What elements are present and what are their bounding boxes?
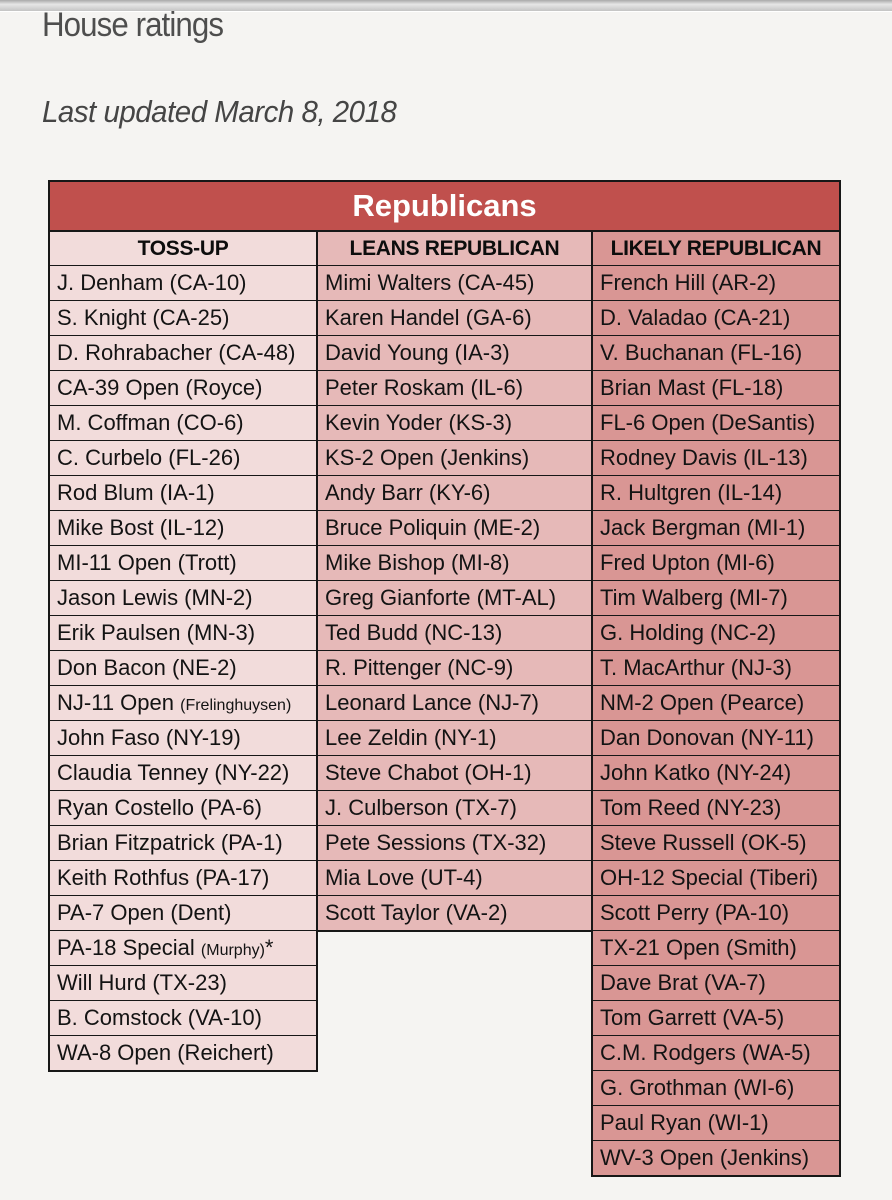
table-cell: R. Hultgren (IL-14) — [593, 475, 839, 510]
table-cell: KS-2 Open (Jenkins) — [318, 440, 591, 475]
table-cell: Mike Bost (IL-12) — [50, 510, 316, 545]
table-cell: Karen Handel (GA-6) — [318, 300, 591, 335]
table-cell: Andy Barr (KY-6) — [318, 475, 591, 510]
table-banner-republicans: Republicans — [48, 180, 841, 232]
table-cell: Fred Upton (MI-6) — [593, 545, 839, 580]
table-cell: FL-6 Open (DeSantis) — [593, 405, 839, 440]
table-cell: V. Buchanan (FL-16) — [593, 335, 839, 370]
table-cell: Brian Mast (FL-18) — [593, 370, 839, 405]
table-cell: WV-3 Open (Jenkins) — [593, 1140, 839, 1175]
table-cell: Paul Ryan (WI-1) — [593, 1105, 839, 1140]
table-cell: Dan Donovan (NY-11) — [593, 720, 839, 755]
table-cell: D. Valadao (CA-21) — [593, 300, 839, 335]
table-cell: OH-12 Special (Tiberi) — [593, 860, 839, 895]
table-cell: MI-11 Open (Trott) — [50, 545, 316, 580]
house-ratings-table: Republicans TOSS-UP J. Denham (CA-10) S. … — [48, 180, 841, 1177]
table-cell: French Hill (AR-2) — [593, 265, 839, 300]
table-cell: John Katko (NY-24) — [593, 755, 839, 790]
column-toss-up: TOSS-UP J. Denham (CA-10) S. Knight (CA-2… — [48, 232, 318, 1072]
column-header-leans-republican: LEANS REPUBLICAN — [349, 237, 560, 260]
table-cell: Steve Russell (OK-5) — [593, 825, 839, 860]
table-cell: Jack Bergman (MI-1) — [593, 510, 839, 545]
table-cell: PA-18 Special (Murphy)* — [50, 930, 316, 965]
table-cell: S. Knight (CA-25) — [50, 300, 316, 335]
table-cell: G. Grothman (WI-6) — [593, 1070, 839, 1105]
column-header-likely-republican: LIKELY REPUBLICAN — [610, 237, 822, 260]
table-cell: D. Rohrabacher (CA-48) — [50, 335, 316, 370]
last-updated-text: Last updated March 8, 2018 — [42, 94, 397, 129]
table-cell: Claudia Tenney (NY-22) — [50, 755, 316, 790]
table-cell: Ryan Costello (PA-6) — [50, 790, 316, 825]
page-title: House ratings — [42, 6, 224, 44]
column-leans-republican: LEANS REPUBLICAN Mimi Walters (CA-45) Kar… — [316, 232, 593, 932]
table-cell: WA-8 Open (Reichert) — [50, 1035, 316, 1070]
table-cell: Mike Bishop (MI-8) — [318, 545, 591, 580]
table-cell: Tom Reed (NY-23) — [593, 790, 839, 825]
table-cell: Tom Garrett (VA-5) — [593, 1000, 839, 1035]
table-cell: Lee Zeldin (NY-1) — [318, 720, 591, 755]
table-cell: Bruce Poliquin (ME-2) — [318, 510, 591, 545]
table-cell: C. Curbelo (FL-26) — [50, 440, 316, 475]
table-cell: Rod Blum (IA-1) — [50, 475, 316, 510]
table-cell: M. Coffman (CO-6) — [50, 405, 316, 440]
table-cell: Will Hurd (TX-23) — [50, 965, 316, 1000]
column-cells-toss-up: J. Denham (CA-10) S. Knight (CA-25) D. Roh… — [50, 265, 316, 1070]
table-cell: Keith Rothfus (PA-17) — [50, 860, 316, 895]
table-cell: Leonard Lance (NJ-7) — [318, 685, 591, 720]
table-cell: Tim Walberg (MI-7) — [593, 580, 839, 615]
table-cell: Mia Love (UT-4) — [318, 860, 591, 895]
column-likely-republican: LIKELY REPUBLICAN French Hill (AR-2) D. V… — [591, 232, 841, 1177]
window-top-edge — [0, 0, 892, 12]
table-cell: David Young (IA-3) — [318, 335, 591, 370]
column-cells-likely-republican: French Hill (AR-2) D. Valadao (CA-21) V. B… — [593, 265, 839, 1175]
table-cell: Kevin Yoder (KS-3) — [318, 405, 591, 440]
table-cell: Don Bacon (NE-2) — [50, 650, 316, 685]
table-cell: C.M. Rodgers (WA-5) — [593, 1035, 839, 1070]
table-cell: Pete Sessions (TX-32) — [318, 825, 591, 860]
table-cell: Greg Gianforte (MT-AL) — [318, 580, 591, 615]
column-header-toss-up: TOSS-UP — [137, 237, 229, 260]
table-cell: R. Pittenger (NC-9) — [318, 650, 591, 685]
table-cell: Scott Perry (PA-10) — [593, 895, 839, 930]
table-cell: Mimi Walters (CA-45) — [318, 265, 591, 300]
table-cell: Erik Paulsen (MN-3) — [50, 615, 316, 650]
column-cells-leans-republican: Mimi Walters (CA-45) Karen Handel (GA-6) D… — [318, 265, 591, 930]
table-cell: J. Denham (CA-10) — [50, 265, 316, 300]
table-cell: PA-7 Open (Dent) — [50, 895, 316, 930]
table-cell: B. Comstock (VA-10) — [50, 1000, 316, 1035]
table-cell-small-text: (Murphy) — [200, 942, 265, 959]
table-cell: NJ-11 Open (Frelinghuysen) — [50, 685, 316, 720]
table-cell: Jason Lewis (MN-2) — [50, 580, 316, 615]
table-cell: G. Holding (NC-2) — [593, 615, 839, 650]
table-cell: T. MacArthur (NJ-3) — [593, 650, 839, 685]
table-cell-small-text: (Frelinghuysen) — [180, 697, 292, 714]
table-cell: Steve Chabot (OH-1) — [318, 755, 591, 790]
table-cell: Ted Budd (NC-13) — [318, 615, 591, 650]
table-cell: Brian Fitzpatrick (PA-1) — [50, 825, 316, 860]
table-cell: Dave Brat (VA-7) — [593, 965, 839, 1000]
table-columns: TOSS-UP J. Denham (CA-10) S. Knight (CA-2… — [48, 232, 841, 1177]
table-cell: Peter Roskam (IL-6) — [318, 370, 591, 405]
table-cell: Scott Taylor (VA-2) — [318, 895, 591, 930]
table-cell: CA-39 Open (Royce) — [50, 370, 316, 405]
table-cell: J. Culberson (TX-7) — [318, 790, 591, 825]
table-cell: NM-2 Open (Pearce) — [593, 685, 839, 720]
table-cell: John Faso (NY-19) — [50, 720, 316, 755]
table-cell: TX-21 Open (Smith) — [593, 930, 839, 965]
table-cell: Rodney Davis (IL-13) — [593, 440, 839, 475]
